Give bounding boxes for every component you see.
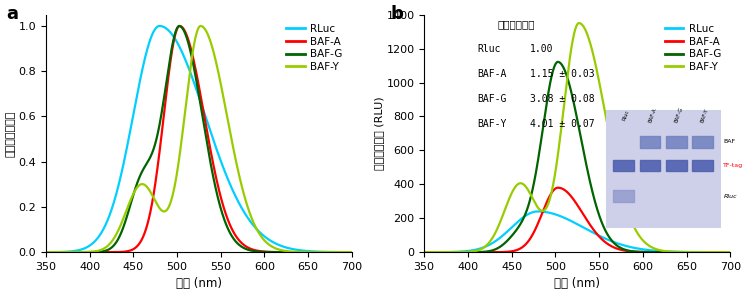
Text: a: a [6,5,18,23]
Legend: RLuc, BAF-A, BAF-G, BAF-Y: RLuc, BAF-A, BAF-G, BAF-Y [282,20,346,76]
Text: BAF-Y: BAF-Y [478,119,507,129]
Text: Rluc: Rluc [478,44,501,54]
Text: 3.08 ± 0.08: 3.08 ± 0.08 [530,94,595,104]
Text: 1.00: 1.00 [530,44,554,54]
Text: 4.01 ± 0.07: 4.01 ± 0.07 [530,119,595,129]
Text: b: b [391,5,404,23]
Text: BAF-G: BAF-G [478,94,507,104]
Text: 相対発光強度: 相対発光強度 [497,20,535,29]
X-axis label: 波長 (nm): 波長 (nm) [554,277,600,290]
Y-axis label: 標準化発光強度: 標準化発光強度 [5,110,16,157]
Legend: RLuc, BAF-A, BAF-G, BAF-Y: RLuc, BAF-A, BAF-G, BAF-Y [661,20,725,76]
X-axis label: 波長 (nm): 波長 (nm) [176,277,222,290]
Text: BAF-A: BAF-A [478,69,507,79]
Y-axis label: 相対発光強度 (RLU): 相対発光強度 (RLU) [374,96,383,170]
Text: 1.15 ± 0.03: 1.15 ± 0.03 [530,69,595,79]
